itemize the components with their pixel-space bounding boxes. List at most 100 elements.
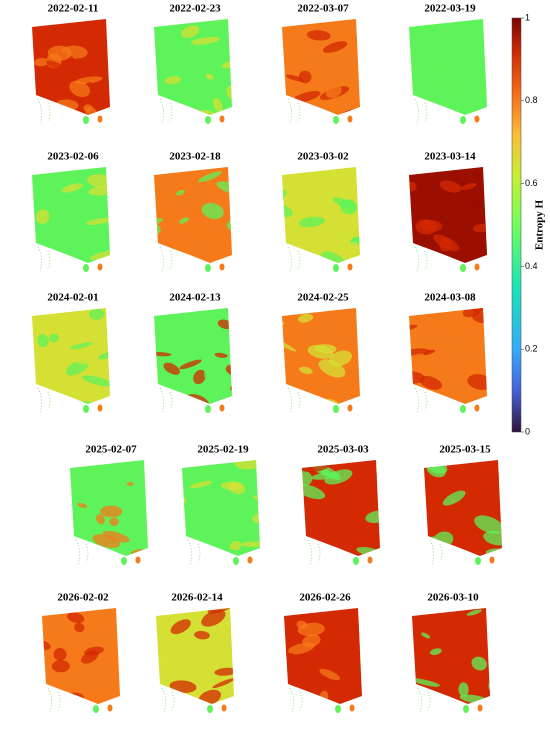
- map-texture: [198, 171, 222, 183]
- map-panel: 2024-02-01: [32, 292, 110, 413]
- map-texture: [69, 80, 91, 98]
- map-texture: [478, 75, 487, 93]
- map-texture: [184, 226, 210, 240]
- map-texture: [217, 319, 232, 330]
- map-texture: [391, 48, 402, 57]
- map-texture: [448, 524, 477, 534]
- map-texture: [34, 57, 49, 67]
- panel-title: 2023-03-02: [297, 151, 349, 163]
- river: [37, 387, 51, 413]
- map-texture: [193, 704, 218, 722]
- map-texture: [162, 63, 172, 77]
- map-texture: [429, 648, 442, 656]
- map-texture: [187, 658, 211, 670]
- map-texture: [461, 182, 477, 190]
- map-texture: [163, 362, 180, 375]
- map-texture: [42, 691, 52, 700]
- map-texture: [384, 28, 403, 38]
- lake: [489, 556, 495, 564]
- map-texture: [284, 652, 294, 658]
- map-texture: [234, 510, 260, 523]
- map-texture: [429, 325, 439, 331]
- map-texture: [352, 623, 362, 638]
- map-texture: [355, 706, 368, 716]
- map-texture: [81, 375, 110, 387]
- lake: [474, 263, 480, 271]
- map-image: [32, 308, 110, 404]
- map-panel: 2025-03-15: [424, 444, 502, 565]
- map-texture: [363, 468, 380, 479]
- map-texture: [322, 41, 348, 53]
- map-texture: [347, 241, 360, 253]
- map-panel: 2023-03-14: [409, 151, 487, 273]
- map-texture: [298, 313, 314, 323]
- map-texture: [236, 248, 246, 255]
- map-texture: [193, 369, 206, 385]
- map-texture: [422, 349, 436, 356]
- map-texture: [456, 198, 484, 215]
- map-texture: [83, 104, 93, 112]
- map-texture: [459, 360, 470, 375]
- lake: [349, 704, 355, 712]
- lake: [247, 556, 253, 564]
- map-texture: [67, 612, 85, 624]
- river: [287, 98, 301, 124]
- map-texture: [318, 359, 346, 378]
- river: [287, 387, 301, 413]
- map-panel: 2026-02-26: [284, 592, 368, 716]
- lake: [233, 557, 239, 565]
- panel-title: 2024-03-08: [424, 292, 476, 304]
- map-texture: [248, 177, 280, 203]
- river: [414, 98, 428, 124]
- panel-title: 2026-02-02: [57, 592, 109, 604]
- lake: [205, 264, 211, 272]
- lake: [121, 557, 127, 565]
- river: [307, 539, 321, 565]
- map-texture: [297, 201, 310, 214]
- river: [37, 246, 51, 272]
- lake: [219, 115, 225, 123]
- panel-title: 2025-03-15: [439, 444, 491, 456]
- map-texture: [121, 490, 148, 500]
- map-texture: [302, 634, 321, 648]
- map-texture: [436, 266, 446, 273]
- map-texture: [240, 541, 260, 547]
- map-panel: 2026-02-14: [156, 592, 234, 722]
- lake: [333, 116, 339, 124]
- map-image: [32, 167, 110, 263]
- lake: [97, 404, 103, 412]
- map-texture: [426, 652, 442, 667]
- lake: [97, 115, 103, 123]
- map-texture: [170, 619, 191, 635]
- map-texture: [86, 217, 110, 225]
- map-texture: [204, 368, 217, 383]
- map-texture: [45, 685, 57, 701]
- map-texture: [182, 502, 194, 514]
- map-texture: [205, 73, 214, 80]
- lake: [460, 405, 466, 413]
- map-panel: 2022-03-19: [384, 3, 487, 124]
- map-texture: [410, 65, 424, 77]
- map-texture: [409, 324, 418, 331]
- map-texture: [462, 308, 483, 318]
- map-texture: [190, 36, 220, 45]
- map-panel: 2025-02-07: [70, 444, 148, 565]
- map-texture: [356, 531, 380, 539]
- map-texture: [47, 45, 72, 61]
- river: [161, 687, 175, 713]
- map-texture: [306, 30, 331, 41]
- map-texture: [442, 490, 466, 506]
- map-texture: [46, 233, 76, 242]
- map-texture: [214, 352, 228, 358]
- map-texture: [106, 479, 132, 494]
- map-texture: [186, 477, 198, 486]
- map-texture: [499, 481, 502, 494]
- map-texture: [282, 68, 284, 84]
- map-image: [154, 308, 232, 404]
- map-panel: 2025-03-03: [302, 444, 380, 565]
- map-texture: [174, 82, 205, 93]
- lake: [347, 115, 353, 123]
- map-texture: [201, 609, 226, 627]
- map-texture: [212, 678, 234, 689]
- lake: [477, 704, 483, 712]
